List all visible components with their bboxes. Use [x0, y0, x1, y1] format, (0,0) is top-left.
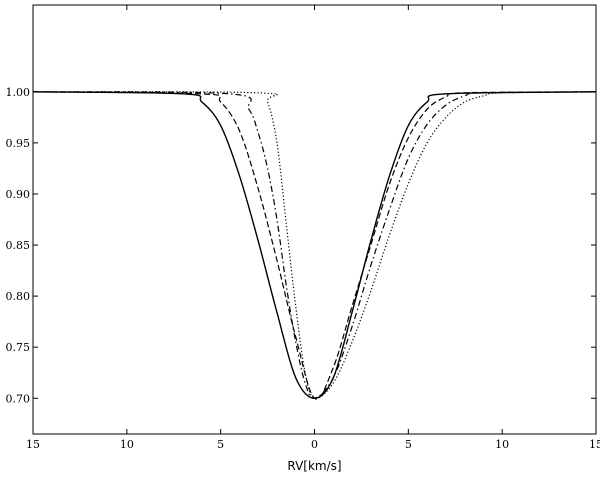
x-tick-label: 0	[311, 438, 318, 451]
y-tick-label: 0.80	[6, 290, 31, 303]
x-tick-label: 5	[217, 438, 224, 451]
y-tick-label: 0.85	[6, 239, 31, 252]
series-line-dashed	[33, 92, 596, 399]
y-tick-label: 1.00	[6, 86, 31, 99]
y-tick-label: 0.70	[6, 392, 31, 405]
series-line-dotted	[33, 92, 596, 399]
series-layer	[33, 92, 596, 399]
x-tick-label: 10	[120, 438, 134, 451]
x-axis-title: RV[km/s]	[287, 459, 341, 473]
series-line-dashdot	[33, 92, 596, 399]
x-tick-label: 5	[405, 438, 412, 451]
y-tick-label: 0.90	[6, 188, 31, 201]
x-tick-label: 10	[495, 438, 509, 451]
series-line-solid	[33, 92, 596, 398]
y-tick-label: 0.95	[6, 137, 31, 150]
ticks-layer: 15 10 5 0 5 10 15 0.70 0.75 0.80 0.85 0.90 0.95 1.00	[6, 5, 600, 451]
y-tick-label: 0.75	[6, 341, 31, 354]
x-tick-label: 15	[26, 438, 40, 451]
x-tick-label: 15	[589, 438, 600, 451]
plot-frame	[33, 5, 596, 434]
